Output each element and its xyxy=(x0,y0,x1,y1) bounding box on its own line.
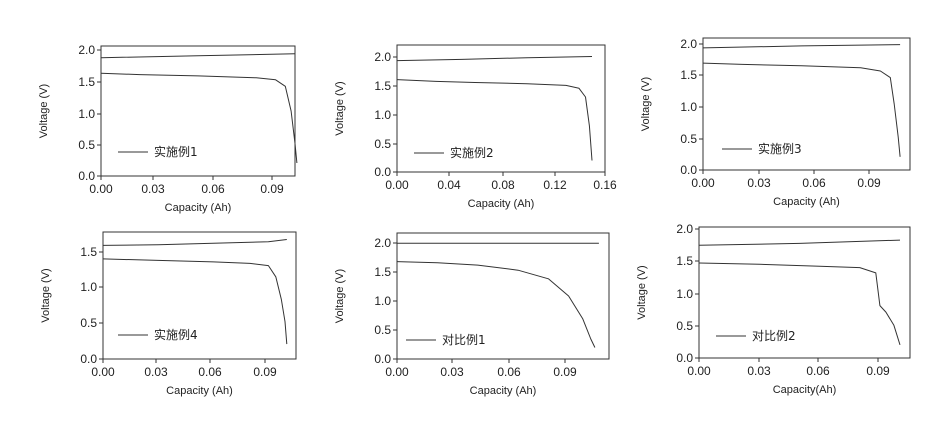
y-tick-label: 2.0 xyxy=(374,236,391,250)
series-line-charge xyxy=(698,239,901,246)
plot-frame xyxy=(396,232,610,360)
x-tick-label: 0.12 xyxy=(543,178,567,192)
series-line-charge xyxy=(102,239,287,246)
y-tick-label: 0.0 xyxy=(374,352,391,366)
plot-frame xyxy=(100,45,296,177)
series-line-discharge xyxy=(702,62,901,157)
y-tick-label: 1.5 xyxy=(676,254,693,268)
x-tick-label: 0.03 xyxy=(747,364,771,378)
y-tick-label: 1.5 xyxy=(80,245,97,259)
y-tick-label: 1.0 xyxy=(78,107,95,121)
x-tick-label: 0.06 xyxy=(198,365,222,379)
series-line-charge xyxy=(100,53,296,59)
y-tick-label: 0.0 xyxy=(374,165,391,179)
legend-label: 实施例4 xyxy=(154,327,198,342)
y-tick-label: 2.0 xyxy=(676,222,693,236)
legend-label: 实施例1 xyxy=(154,144,198,159)
y-tick-label: 0.0 xyxy=(680,163,697,177)
y-tick-label: 2.0 xyxy=(680,37,697,51)
x-tick-label: 0.06 xyxy=(802,176,826,190)
series-line-discharge xyxy=(396,79,593,161)
series-line-discharge xyxy=(102,258,288,345)
plot-frame xyxy=(102,231,297,360)
x-axis-label: Capacity (Ah) xyxy=(468,198,535,210)
y-tick-label: 2.0 xyxy=(374,50,391,64)
series-line-discharge xyxy=(396,261,596,348)
y-tick-label: 0.5 xyxy=(374,323,391,337)
x-axis-label: Capacity (Ah) xyxy=(470,385,537,397)
x-axis-label: Capacity(Ah) xyxy=(773,384,837,396)
series-line-discharge xyxy=(100,72,298,164)
y-tick-label: 2.0 xyxy=(78,43,95,57)
legend-label: 实施例2 xyxy=(450,145,494,160)
x-tick-label: 0.09 xyxy=(857,176,881,190)
x-tick-label: 0.03 xyxy=(144,365,168,379)
legend-label: 对比例1 xyxy=(442,333,486,347)
series-line-charge xyxy=(702,44,901,49)
legend-label: 实施例3 xyxy=(758,141,802,156)
x-axis-label: Capacity (Ah) xyxy=(165,202,232,214)
x-axis-label: Capacity (Ah) xyxy=(166,385,233,397)
x-tick-label: 0.06 xyxy=(806,364,830,378)
y-tick-label: 1.5 xyxy=(374,79,391,93)
chart-panel-3: 0.00 0.03 0.06 0.09 0.0 0.5 1.0 1.5 2.0 Capacity … xyxy=(640,37,911,208)
x-tick-label: 0.06 xyxy=(201,182,225,196)
x-tick-label: 0.09 xyxy=(866,364,890,378)
y-tick-label: 0.5 xyxy=(78,138,95,152)
y-tick-label: 1.5 xyxy=(374,265,391,279)
x-tick-label: 0.16 xyxy=(593,178,617,192)
y-axis-label: Voltage (V) xyxy=(38,84,50,138)
y-tick-label: 1.0 xyxy=(80,280,97,294)
chart-panel-4: 0.00 0.03 0.06 0.09 0.0 0.5 1.0 1.5 Capacity (Ah… xyxy=(40,231,297,397)
x-tick-label: 0.08 xyxy=(491,178,515,192)
y-axis-label: Voltage (V) xyxy=(334,269,346,323)
chart-panel-5: 0.00 0.03 0.06 0.09 0.0 0.5 1.0 1.5 2.0 Capacity … xyxy=(334,232,610,397)
x-tick-label: 0.09 xyxy=(553,365,577,379)
y-tick-label: 1.0 xyxy=(680,100,697,114)
plot-frame xyxy=(396,44,606,173)
legend-label: 对比例2 xyxy=(752,329,796,343)
x-tick-label: 0.00 xyxy=(91,365,115,379)
x-tick-label: 0.00 xyxy=(691,176,715,190)
x-tick-label: 0.03 xyxy=(747,176,771,190)
x-tick-label: 0.03 xyxy=(440,365,464,379)
x-tick-label: 0.00 xyxy=(385,365,409,379)
x-axis-label: Capacity (Ah) xyxy=(773,196,840,208)
y-tick-label: 1.5 xyxy=(680,68,697,82)
y-axis-label: Voltage (V) xyxy=(40,268,52,322)
y-axis-label: Voltage (V) xyxy=(636,265,648,319)
y-tick-label: 1.0 xyxy=(374,108,391,122)
y-tick-label: 1.0 xyxy=(676,287,693,301)
x-tick-label: 0.00 xyxy=(687,364,711,378)
chart-panel-6: 0.00 0.03 0.06 0.09 0.0 0.5 1.0 1.5 2.0 Capacity(… xyxy=(636,222,911,396)
y-tick-label: 0.5 xyxy=(676,319,693,333)
chart-panel-1: 0.00 0.03 0.06 0.09 0.0 0.5 1.0 1.5 2.0 Capacity … xyxy=(38,43,298,214)
plot-frame xyxy=(698,226,911,359)
x-tick-label: 0.03 xyxy=(141,182,165,196)
y-tick-label: 1.0 xyxy=(374,294,391,308)
series-line-discharge xyxy=(698,262,901,346)
chart-panel-2: 0.00 0.04 0.08 0.12 0.16 0.0 0.5 1.0 1.5 2.0 Capac… xyxy=(334,44,617,210)
y-tick-label: 0.0 xyxy=(78,169,95,183)
x-tick-label: 0.00 xyxy=(385,178,409,192)
y-tick-label: 1.5 xyxy=(78,75,95,89)
y-axis-label: Voltage (V) xyxy=(334,81,346,135)
x-tick-label: 0.06 xyxy=(497,365,521,379)
plot-frame xyxy=(702,37,911,171)
y-tick-label: 0.5 xyxy=(80,316,97,330)
y-axis-label: Voltage (V) xyxy=(640,77,652,131)
series-line-charge xyxy=(396,56,593,62)
x-tick-label: 0.09 xyxy=(260,182,284,196)
x-tick-label: 0.09 xyxy=(253,365,277,379)
x-tick-label: 0.04 xyxy=(437,178,461,192)
y-tick-label: 0.0 xyxy=(676,351,693,365)
x-tick-label: 0.00 xyxy=(89,182,113,196)
y-tick-label: 0.5 xyxy=(680,132,697,146)
y-tick-label: 0.5 xyxy=(374,137,391,151)
y-tick-label: 0.0 xyxy=(80,352,97,366)
